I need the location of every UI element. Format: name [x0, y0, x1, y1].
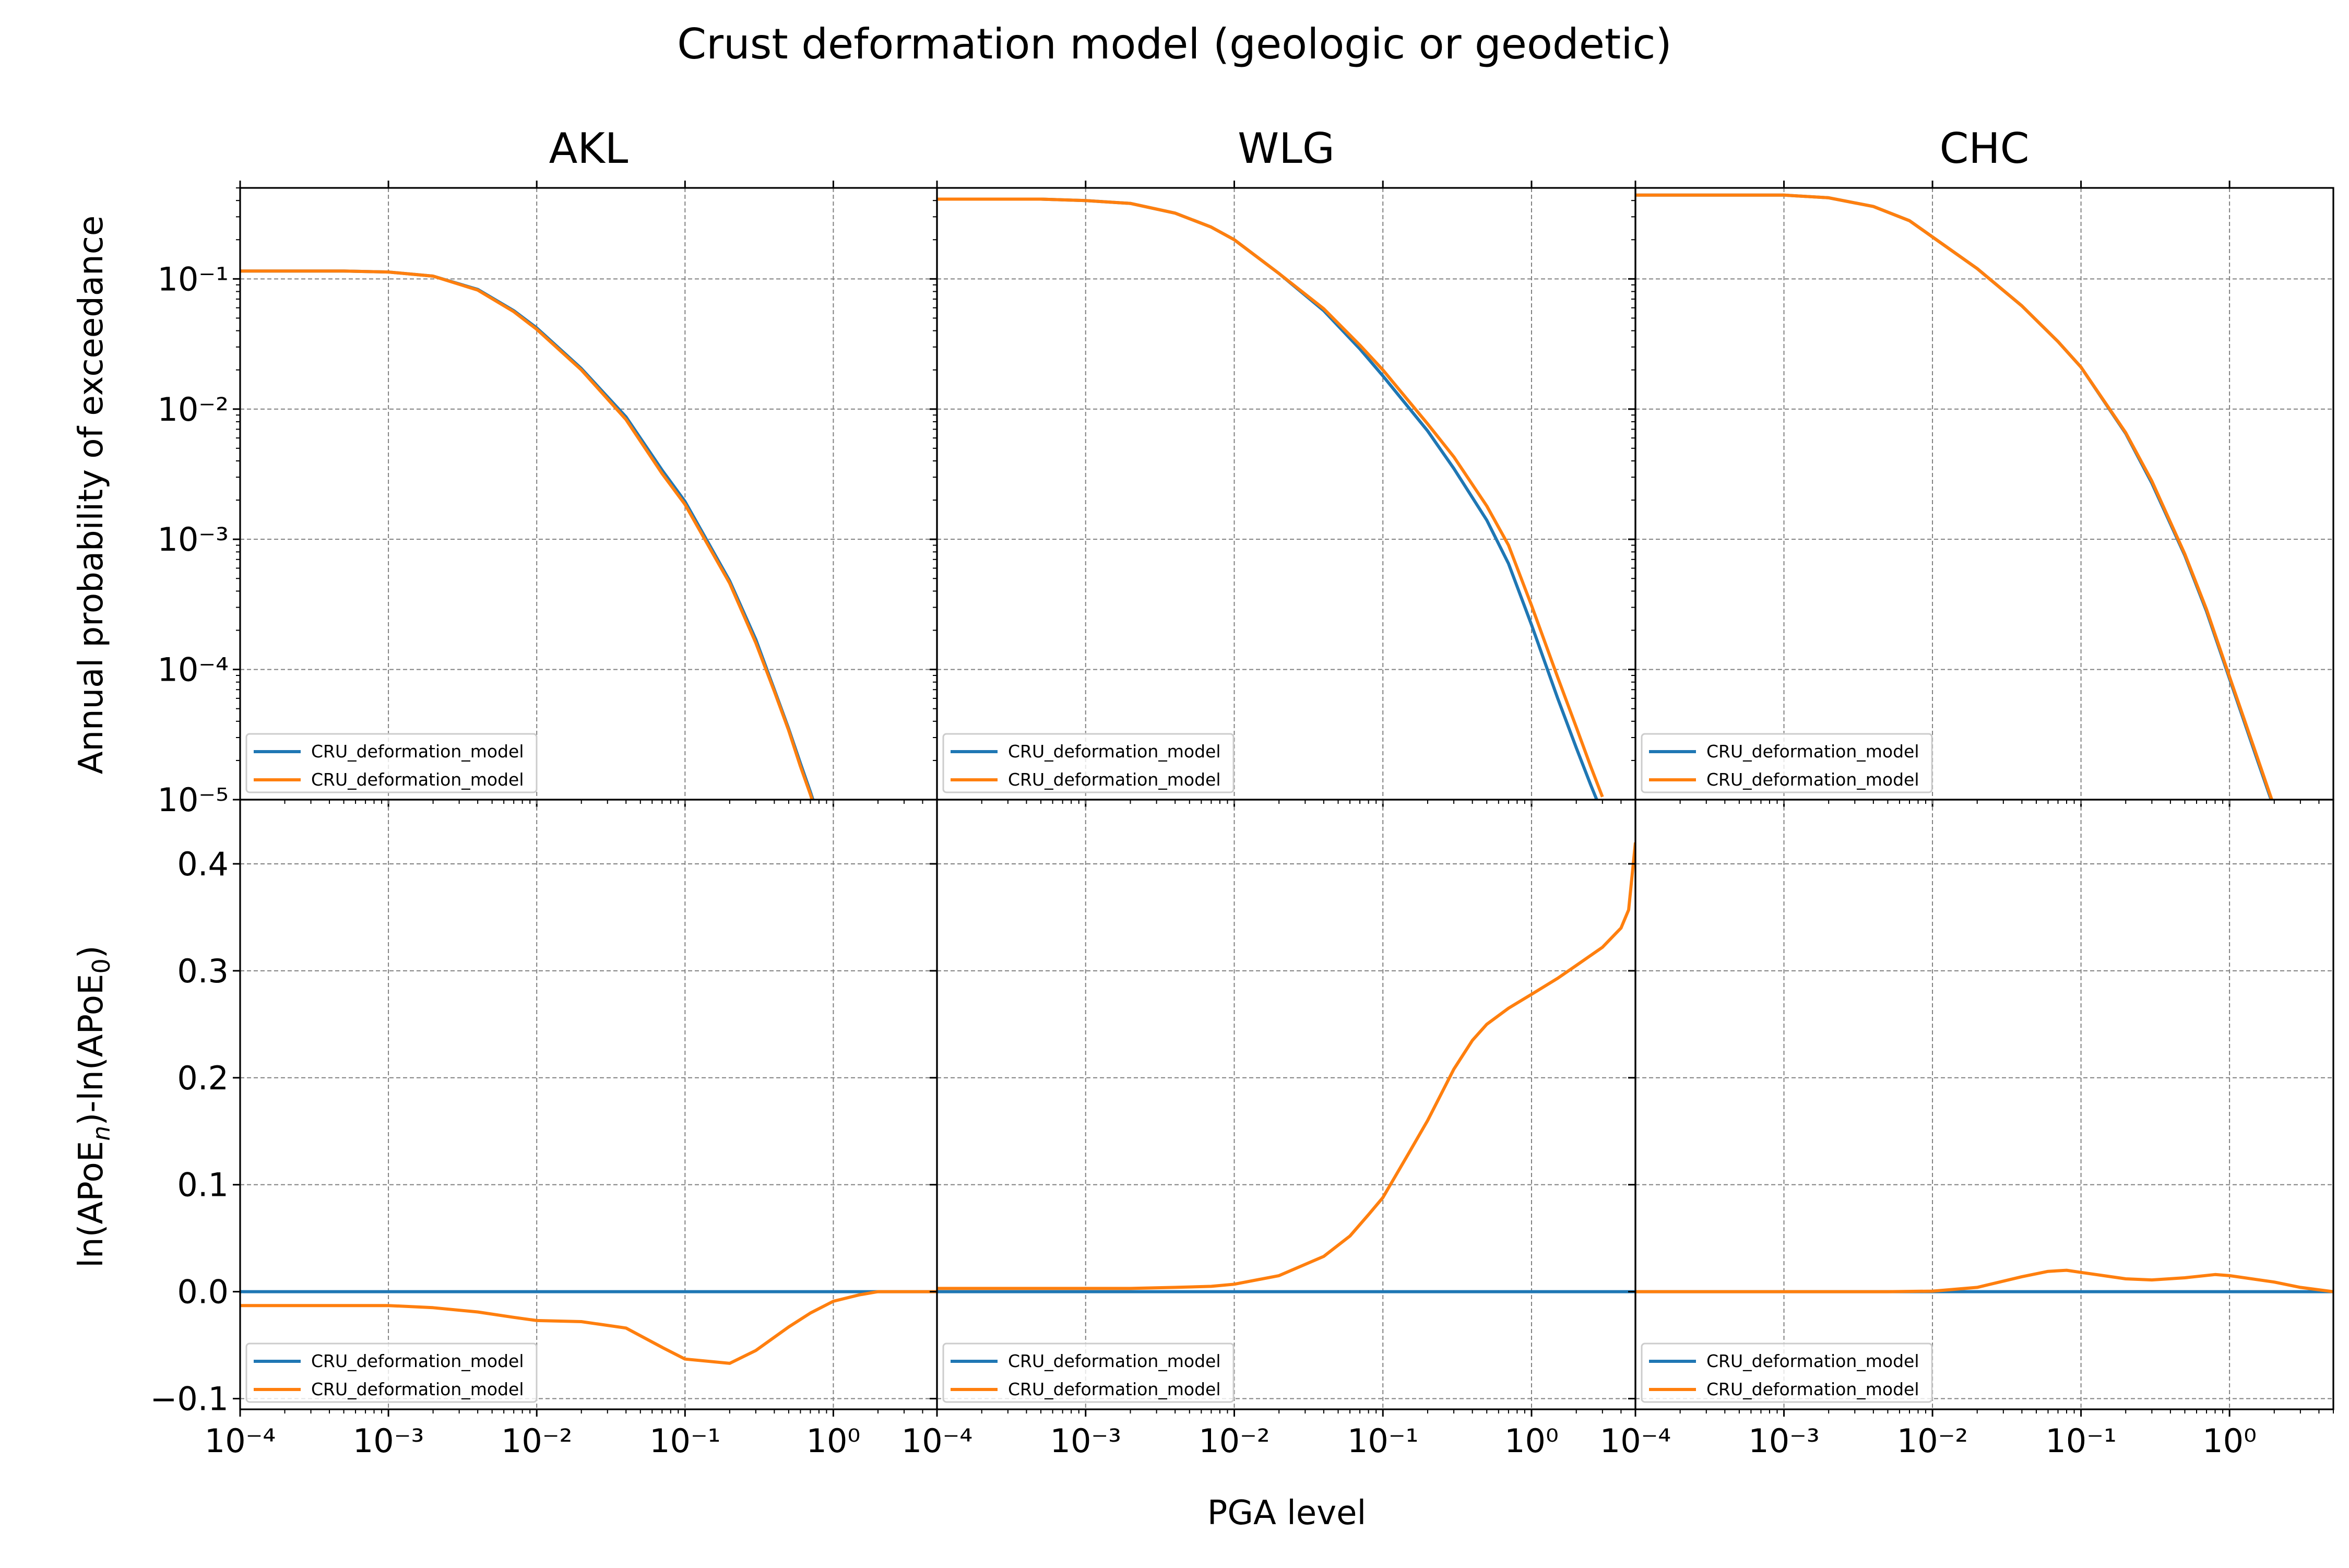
legend-frame [1641, 1343, 1933, 1403]
legend-label: CRU_deformation_model [311, 741, 524, 762]
x-axis-label: PGA level [1207, 1494, 1367, 1533]
legend-label: CRU_deformation_model [1706, 1379, 1919, 1399]
series-line-1 [937, 197, 1604, 798]
x-tick-label: 10⁻³ [1050, 1422, 1121, 1460]
legend-frame [942, 733, 1235, 793]
y-tick-label: 0.4 [177, 845, 229, 883]
y-tick-label: 10⁻⁵ [158, 781, 229, 819]
x-tick-label: 10⁻⁴ [205, 1422, 276, 1460]
x-tick-label: 10⁻² [1897, 1422, 1968, 1460]
panel-AKL-hazard: 10⁻⁵ 10⁻⁴ 10⁻³ 10⁻² 10⁻¹ AKL CRU_deformation_m… [158, 124, 938, 819]
panel-AKL-ratio: 10⁻⁴ 10⁻³ 10⁻² 10⁻¹ 10⁰ −0.1 0.0 0.1 0.2 0.3 0.4 CR… [150, 799, 938, 1460]
y-tick-label: 0.2 [177, 1059, 229, 1097]
series-line-1 [1635, 1268, 2333, 1293]
x-tick-label: 10⁻² [501, 1422, 572, 1460]
legend-label: CRU_deformation_model [1008, 1379, 1221, 1399]
legend-label: CRU_deformation_model [1706, 741, 1919, 762]
y-tick-label: 0.1 [177, 1166, 229, 1204]
legend-frame [245, 1343, 538, 1403]
series-line-0 [1635, 193, 2273, 800]
panel-CHC-hazard: CHC CRU_deformation_model CRU_deformation_… [1628, 124, 2334, 807]
figure-title: Crust deformation model (geologic or geo… [677, 20, 1671, 68]
legend-label: CRU_deformation_model [1008, 769, 1221, 790]
panel-frame [239, 799, 938, 1410]
panels: 10⁻⁵ 10⁻⁴ 10⁻³ 10⁻² 10⁻¹ AKL CRU_deformation_m… [150, 124, 2334, 1460]
panel-frame [1634, 799, 2334, 1410]
panel-title: CHC [1940, 124, 2030, 173]
series-line-1 [1635, 193, 2274, 800]
x-tick-label: 10⁻⁴ [901, 1422, 972, 1460]
y-axis-label-top: Annual probability of exceedance [72, 216, 111, 775]
legend-frame [245, 733, 538, 793]
y-axis-label-bottom: ln(APoEn)-ln(APoE0) [72, 945, 115, 1267]
x-tick-label: 10⁰ [1504, 1422, 1559, 1460]
legend-frame [942, 1343, 1235, 1403]
panel-WLG-hazard: WLG CRU_deformation_model CRU_deformation_… [930, 124, 1636, 807]
panel-title: AKL [549, 124, 628, 173]
legend-label: CRU_deformation_model [311, 769, 524, 790]
x-tick-label: 10⁰ [2202, 1422, 2257, 1460]
x-tick-label: 10⁻³ [1748, 1422, 1819, 1460]
panel-WLG-ratio: 10⁻⁴ 10⁻³ 10⁻² 10⁻¹ 10⁰ CRU_deformation_model… [901, 799, 1636, 1460]
panel-title: WLG [1238, 124, 1335, 173]
series-line-1 [240, 269, 814, 800]
y-tick-label: 10⁻¹ [158, 260, 229, 298]
x-tick-label: 10⁻⁴ [1600, 1422, 1671, 1460]
panel-frame [1634, 187, 2334, 801]
series-line-1 [240, 1290, 937, 1365]
legend-label: CRU_deformation_model [311, 1379, 524, 1399]
y-tick-label: 0.3 [177, 952, 229, 990]
y-tick-label: −0.1 [150, 1380, 229, 1418]
x-tick-label: 10⁻¹ [2045, 1422, 2116, 1460]
y-tick-label: 10⁻⁴ [158, 651, 229, 689]
legend-label: CRU_deformation_model [1706, 769, 1919, 790]
x-tick-label: 10⁻³ [353, 1422, 424, 1460]
y-tick-label: 0.0 [177, 1273, 229, 1311]
panel-frame [239, 187, 938, 801]
legend-label: CRU_deformation_model [311, 1351, 524, 1371]
series-line-0 [937, 197, 1599, 800]
panel-CHC-ratio: 10⁻⁴ 10⁻³ 10⁻² 10⁻¹ 10⁰ CRU_deformation_model… [1600, 799, 2334, 1460]
y-tick-label: 10⁻² [158, 390, 229, 429]
series-line-1 [937, 842, 1635, 1290]
x-tick-label: 10⁻¹ [1347, 1422, 1418, 1460]
x-tick-label: 10⁻² [1199, 1422, 1270, 1460]
legend-label: CRU_deformation_model [1706, 1351, 1919, 1371]
x-tick-label: 10⁰ [806, 1422, 861, 1460]
legend-label: CRU_deformation_model [1008, 1351, 1221, 1371]
x-tick-label: 10⁻¹ [649, 1422, 720, 1460]
legend-frame [1641, 733, 1933, 793]
legend-label: CRU_deformation_model [1008, 741, 1221, 762]
panel-frame [936, 799, 1636, 1410]
y-tick-label: 10⁻³ [158, 520, 229, 559]
